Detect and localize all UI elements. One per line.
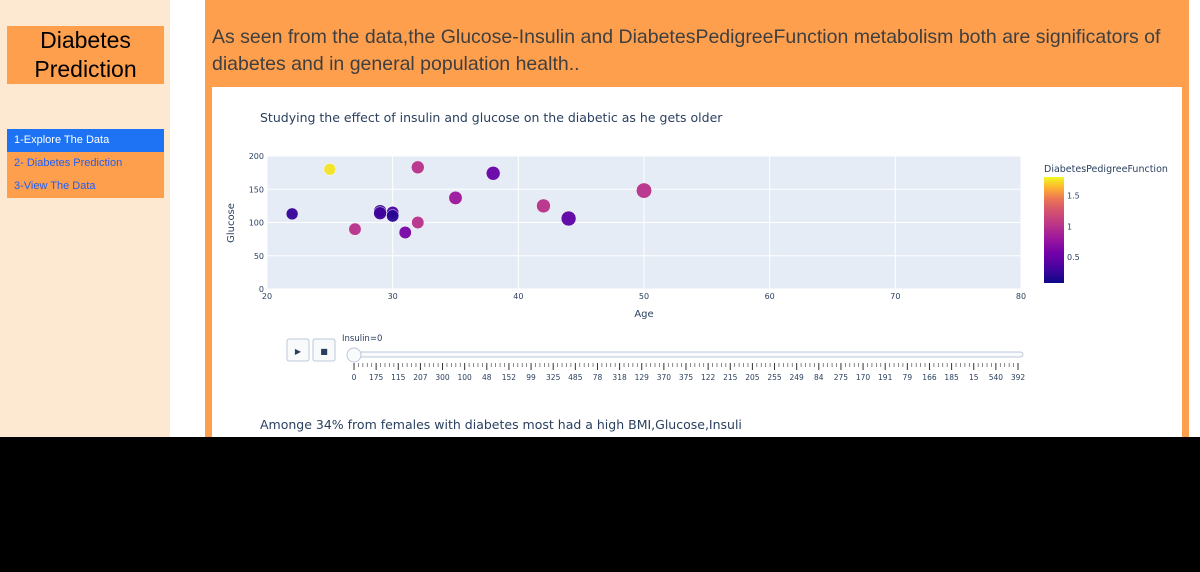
colorbar-title: DiabetesPedigreeFunction — [1044, 164, 1168, 175]
y-tick-label: 50 — [254, 252, 264, 261]
slider-step-label: 0 — [352, 373, 357, 382]
scatter-point — [398, 225, 412, 239]
main-panel: As seen from the data,the Glucose-Insuli… — [205, 0, 1189, 437]
slider-step-label: 175 — [369, 373, 384, 382]
x-tick-label: 80 — [1016, 292, 1026, 301]
slider-step-label: 15 — [969, 373, 979, 382]
y-tick-label: 100 — [249, 219, 264, 228]
nav-item-explore-data[interactable]: 1-Explore The Data — [7, 129, 164, 152]
slider-step-label: 100 — [458, 373, 473, 382]
scatter-points — [285, 160, 652, 239]
y-tick-label: 0 — [259, 285, 264, 294]
nav-item-diabetes-prediction[interactable]: 2- Diabetes Prediction — [14, 157, 123, 169]
slider-step-label: 79 — [903, 373, 913, 382]
app-window: Diabetes Prediction 1-Explore The Data 2… — [0, 0, 1200, 437]
slider-step-label: 540 — [989, 373, 1004, 382]
slider-step-label: 99 — [526, 373, 536, 382]
stop-button[interactable]: ■ — [312, 338, 336, 362]
app-title-line2: Prediction — [34, 56, 137, 82]
app-title-line1: Diabetes — [40, 27, 131, 53]
slider-step-label: 166 — [922, 373, 937, 382]
slider-step-label: 129 — [635, 373, 650, 382]
caption-text: Amonge 34% from females with diabetes mo… — [260, 417, 742, 432]
sidebar-nav: 1-Explore The Data 2- Diabetes Predictio… — [7, 129, 164, 198]
y-tick-label: 200 — [249, 152, 264, 161]
nav-item-view-data[interactable]: 3-View The Data — [14, 180, 96, 192]
slider-step-label: 122 — [701, 373, 716, 382]
scatter-point — [386, 209, 400, 223]
scatter-point — [536, 198, 551, 214]
x-tick-label: 50 — [639, 292, 649, 301]
play-button[interactable]: ▶ — [286, 338, 310, 362]
x-tick-labels: 20 30 40 50 60 70 80 — [262, 292, 1026, 301]
slider-step-label: 318 — [612, 373, 627, 382]
app-title: Diabetes Prediction — [7, 26, 164, 84]
slider-step-label: 485 — [568, 373, 583, 382]
y-tick-labels: 0 50 100 150 200 — [249, 152, 264, 294]
chart-title: Studying the effect of insulin and gluco… — [260, 110, 723, 125]
slider-ticks — [353, 363, 1019, 370]
scatter-point — [373, 206, 387, 220]
slider-step-label: 185 — [944, 373, 959, 382]
slider-handle[interactable] — [346, 347, 362, 363]
slider-step-label: 392 — [1011, 373, 1026, 382]
colorbar-tick-label: 1.5 — [1067, 191, 1080, 200]
x-tick-label: 60 — [765, 292, 775, 301]
scatter-point — [285, 207, 299, 221]
slider-current-label: Insulin=0 — [342, 334, 382, 344]
colorbar-tick-label: 0.5 — [1067, 253, 1080, 262]
x-tick-label: 40 — [513, 292, 523, 301]
x-tick-label: 30 — [388, 292, 398, 301]
slider-step-label: 375 — [679, 373, 694, 382]
colorbar-tick-label: 1 — [1067, 222, 1072, 231]
chart-card: Studying the effect of insulin and gluco… — [212, 87, 1182, 437]
slider-step-label: 249 — [790, 373, 805, 382]
slider-step-label: 205 — [745, 373, 760, 382]
scatter-point — [348, 222, 362, 236]
scatter-point — [411, 160, 425, 175]
slider-step-label: 215 — [723, 373, 738, 382]
scatter-point — [485, 166, 501, 181]
sidebar: Diabetes Prediction 1-Explore The Data 2… — [0, 0, 170, 437]
slider-step-label: 370 — [657, 373, 672, 382]
slider-step-label: 191 — [878, 373, 893, 382]
slider-track[interactable] — [346, 351, 1024, 358]
scatter-point — [636, 182, 652, 199]
slider-step-label: 78 — [593, 373, 603, 382]
y-axis-label: Glucose — [226, 203, 237, 243]
slider-step-label: 152 — [502, 373, 517, 382]
slider-step-label: 255 — [767, 373, 782, 382]
slider-step-label: 170 — [856, 373, 871, 382]
slider-step-label: 300 — [435, 373, 450, 382]
scatter-point — [448, 190, 463, 205]
slider-step-label: 275 — [834, 373, 849, 382]
slider-step-labels: 0 175 115 207 300 100 48 152 99 325 485 78 318 129 370… — [352, 373, 1026, 382]
colorbar — [1044, 177, 1064, 283]
scatter-point — [411, 216, 425, 229]
x-axis-label: Age — [634, 309, 653, 320]
play-icon: ▶ — [295, 347, 302, 356]
slider-step-label: 325 — [546, 373, 561, 382]
scatter-point — [323, 163, 337, 176]
x-tick-label: 20 — [262, 292, 272, 301]
slider-step-label: 115 — [391, 373, 406, 382]
y-tick-label: 150 — [249, 185, 264, 194]
scatter-point — [560, 210, 577, 227]
slider-step-label: 48 — [482, 373, 492, 382]
page-headline: As seen from the data,the Glucose-Insuli… — [212, 26, 1161, 75]
x-tick-label: 70 — [890, 292, 900, 301]
slider-step-label: 207 — [413, 373, 428, 382]
scatter-chart: Studying the effect of insulin and gluco… — [226, 110, 1168, 432]
slider-step-label: 84 — [814, 373, 824, 382]
colorbar-tick-labels: 0.5 1 1.5 — [1067, 191, 1080, 262]
x-gridlines — [266, 156, 1022, 289]
stop-icon: ■ — [320, 347, 328, 356]
